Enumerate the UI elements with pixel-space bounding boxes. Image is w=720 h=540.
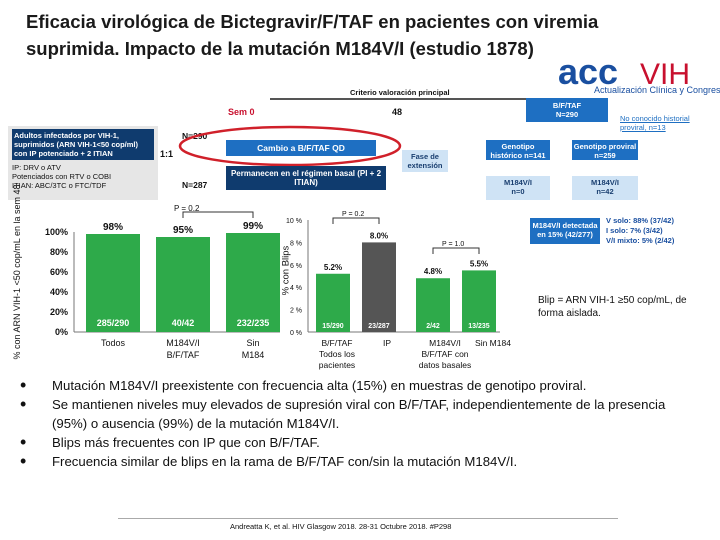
ratio-label: 1:1 [160, 149, 174, 159]
chart2-ytick-label: 2 % [290, 308, 302, 315]
cambio-highlight-ellipse [178, 125, 402, 167]
chart1-value-label: 99% [243, 221, 263, 232]
chart2-n-label: 15/290 [322, 323, 344, 330]
chart1-ytick-label: 80% [50, 247, 68, 257]
vi-mixto-label: V/I mixto: 5% (2/42) [606, 236, 675, 245]
chart1-bar [156, 237, 210, 332]
chart2-n-label: 23/287 [368, 323, 390, 330]
chart1-category-label: Sin [246, 338, 259, 348]
adults-bullet-1: IP: DRV o ATV [12, 163, 61, 172]
chart2-n-label: 2/42 [426, 323, 440, 330]
chart2-pvalue-label: P = 1.0 [442, 241, 464, 248]
fase-box: Fase de extensión [402, 150, 448, 172]
chart1-bar [86, 234, 140, 332]
chart2-category-label: datos basales [419, 360, 471, 370]
bullet-item: • Blips más frecuentes con IP que con B/F… [20, 432, 320, 452]
chart1-category-label: M184V/I [166, 338, 200, 348]
chart2-category-label: M184V/I [429, 338, 461, 348]
chart2-category-label: IP [383, 338, 391, 348]
criterio-label: Criterio valoración principal [350, 88, 450, 97]
chart2-ytick-label: 8 % [290, 240, 302, 247]
bullet-list: • Mutación M184V/I preexistente con frecu… [20, 376, 700, 471]
i-solo-label: I solo: 7% (3/42) [606, 226, 663, 235]
adults-bullet-3: ITIAN: ABC/3TC o FTC/TDF [12, 181, 107, 190]
chart2-category-label: pacientes [319, 360, 355, 370]
chart1-n-label: 232/235 [237, 318, 270, 328]
chart1-n-label: 40/42 [172, 318, 195, 328]
chart1-value-label: 98% [103, 222, 123, 233]
chart1-ytick-label: 40% [50, 287, 68, 297]
permanecen-box: Permanecen en el régimen basal (PI + 2 I… [226, 166, 386, 190]
logo-vih-text: VIH [640, 58, 690, 91]
cambio-box: Cambio a B/F/TAF QD [226, 140, 376, 156]
chart1-pvalue-label: P = 0.2 [174, 204, 200, 213]
chart1-category-label: B/F/TAF [167, 350, 200, 360]
bullet-text: Frecuencia similar de blips en la rama d… [52, 454, 518, 469]
chart2-ytick-label: 0 % [290, 330, 302, 337]
chart1-ytick-label: 0% [55, 327, 68, 337]
m184-detectada-box: M184V/I detectada en 15% (42/277) [530, 218, 600, 244]
chart1-category-label: Todos [101, 338, 126, 348]
chart1-pvalue-bracket [182, 211, 254, 218]
chart2-ytick-label: 10 % [286, 218, 302, 225]
v-solo-label: V solo: 88% (37/42) [606, 216, 674, 225]
chart1-ytick-label: 100% [45, 227, 68, 237]
chart2-pvalue-bracket [332, 217, 380, 224]
chart2-category-label: B/F/TAF con [421, 349, 468, 359]
chart2-category-label: Sin M184 [475, 338, 511, 348]
bullet-text: Mutación M184V/I preexistente con frecue… [52, 378, 587, 393]
logo-tagline: Actualización Clínica y Congresos [594, 85, 720, 95]
m184-n0-box: M184V/I n=0 [486, 176, 550, 200]
chart2-n-label: 13/235 [468, 323, 490, 330]
chart1-bar [226, 233, 280, 332]
bullet-text: Blips más frecuentes con IP que con B/F/… [52, 435, 320, 450]
chart2-bar [416, 278, 450, 332]
m184-n42-box: M184V/I n=42 [572, 176, 638, 200]
acc-vih-logo: acc VIH [558, 54, 690, 92]
chart2-svg: 0 % 2 % 4 % 6 % 8 % 10 % 5.2% 15/290 8.0% 23/287 4… [286, 211, 511, 370]
chart2-ytick-label: 6 % [290, 263, 302, 270]
chart1-value-label: 95% [173, 225, 193, 236]
chart2-category-label: Todos los [319, 349, 355, 359]
no-conocido-label: No conocido historial proviral, n=13 [620, 114, 690, 132]
chart1-ytick-label: 20% [50, 307, 68, 317]
adults-text: Adultos infectados por VIH-1, suprimidos… [12, 129, 154, 160]
chart1-ytick-label: 60% [50, 267, 68, 277]
footer-rule [118, 518, 618, 519]
logo-acc-text: acc [558, 54, 618, 92]
chart2-value-label: 5.5% [470, 259, 488, 268]
chart1-ylabel: % con ARN VIH-1 <50 cop/mL en la sem 48 [12, 184, 22, 360]
chart2-category-label: B/F/TAF [321, 338, 352, 348]
chart2-value-label: 5.2% [324, 263, 342, 272]
adults-panel: Adultos infectados por VIH-1, suprimidos… [8, 126, 158, 200]
sem48-label: 48 [392, 107, 403, 117]
chart1-n-label: 285/290 [97, 318, 130, 328]
n287-label: N=287 [182, 180, 208, 190]
bullet-text: Se mantienen niveles muy elevados de sup… [52, 397, 666, 431]
genotipo-prov-box: Genotipo proviral n=259 [572, 140, 638, 160]
chart2-pvalue-bracket [432, 247, 480, 254]
timeline-arrow [270, 98, 530, 100]
bftaf-box: B/F/TAF N=290 [526, 98, 608, 122]
blip-note: Blip = ARN VIH-1 ≥50 cop/mL, de forma ai… [538, 295, 687, 319]
chart2-pvalue-label: P = 0.2 [342, 211, 364, 218]
bullet-item: • Mutación M184V/I preexistente con frecu… [20, 375, 587, 395]
bullet-item: • Frecuencia similar de blips en la rama … [20, 451, 518, 471]
chart1-svg: 0% 20% 40% 60% 80% 100% 98% 285/290 Todos 95% 40/4… [45, 204, 280, 360]
sem0-label: Sem 0 [228, 107, 255, 117]
slide-title: Eficacia virológica de Bictegravir/F/TAF… [26, 11, 599, 59]
chart1-category-label: M184 [242, 350, 265, 360]
chart2-bar [462, 270, 496, 332]
footnote: Andreatta K, et al. HIV Glasgow 2018. 28… [230, 522, 452, 531]
chart2-value-label: 4.8% [424, 267, 442, 276]
bullet-item: • Se mantienen niveles muy elevados de su… [20, 395, 700, 433]
chart2-bar [316, 273, 350, 332]
study-design-diagram: Criterio valoración principal Sem 0 48 B… [0, 84, 720, 245]
chart2-bar [362, 242, 396, 332]
chart2-value-label: 8.0% [370, 231, 388, 240]
chart2-ytick-label: 4 % [290, 285, 302, 292]
genotipo-hist-box: Genotipo histórico n=141 [486, 140, 550, 160]
adults-bullet-2: Potenciados con RTV o COBI [12, 172, 112, 181]
